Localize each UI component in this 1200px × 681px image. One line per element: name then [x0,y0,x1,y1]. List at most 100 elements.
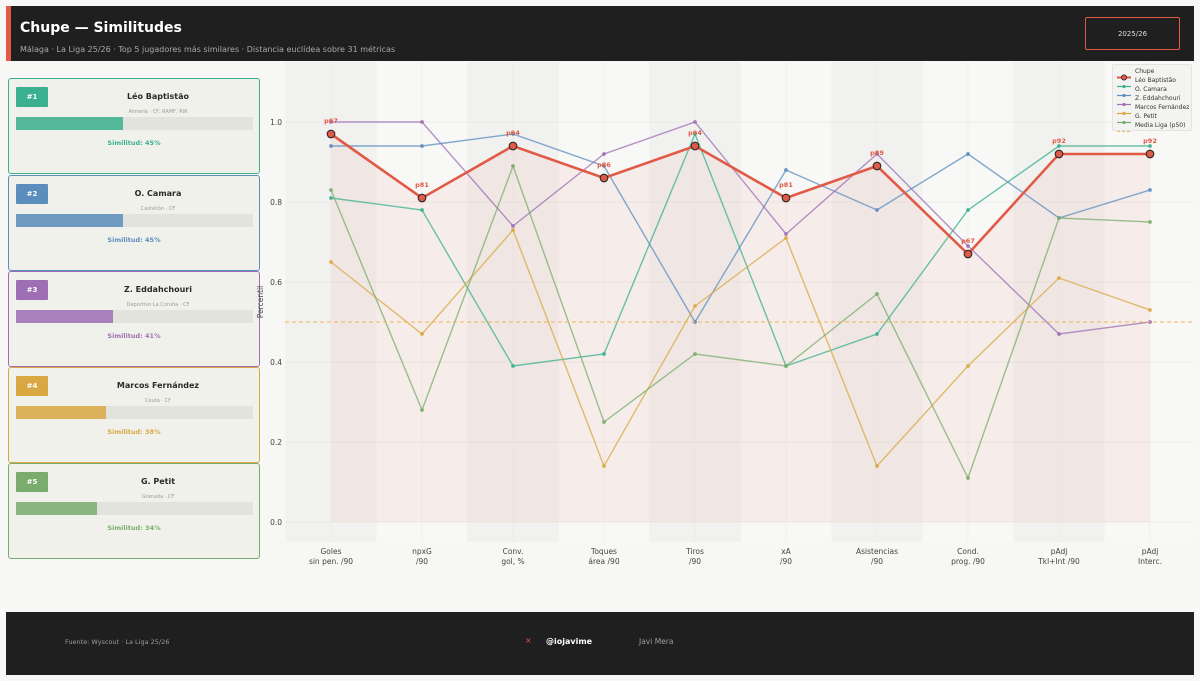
series-point [1148,220,1152,224]
player-card[interactable]: #5 G. Petit Granada · CF Similitud: 34% [8,463,260,559]
data-label: p67 [961,237,975,245]
x-tick-label: Conv. [503,547,524,556]
series-point [693,304,697,308]
x-tick-label: sin pen. /90 [309,557,353,566]
main-series-line [330,132,1150,256]
legend-item: Léo Baptistão [1116,76,1176,89]
x-tick-label: pAdj [1051,547,1068,556]
x-tick-label: Tkl+Int /90 [1037,557,1080,566]
player-card[interactable]: #1 Léo Baptistão Almería · CF, RAMF, RW … [8,78,260,174]
similarity-label: Similitud: 34% [107,524,161,532]
main-series-point [690,141,700,151]
player-meta: Deportivo La Coruña · CF [126,302,190,308]
player-name: O. Camara [134,189,182,198]
similarity-bar [16,310,253,323]
data-label: p94 [506,129,520,137]
legend-label: Chupe [1135,68,1155,75]
x-tick-label: /90 [689,557,701,566]
main-series-point [872,161,882,171]
main-series-point [781,193,791,203]
legend-label: Media Liga (p50) [1135,122,1186,129]
legend-item: O. Camara [1116,85,1167,98]
series-point [875,208,879,212]
series-point [511,132,515,136]
rank-badge: #3 [16,280,48,300]
x-tick-label: Goles [320,547,341,556]
main-series-point [1145,149,1155,159]
main-series-point [599,173,609,183]
rank-badge: #5 [16,472,48,492]
series-point [966,244,970,248]
series-point [875,292,879,296]
player-card[interactable]: #4 Marcos Fernández Ceuta · CF Similitud… [8,367,260,463]
series-point [420,120,424,124]
x-tick-label: Tiros [685,547,704,556]
page-title: Chupe — Similitudes [20,20,182,36]
x-tick-label: Asistencias [856,547,898,556]
series-point [511,364,515,368]
y-tick-label: 0.4 [270,358,282,367]
player-name: Z. Eddahchouri [124,285,192,294]
y-tick-label: 0.8 [270,198,282,207]
data-label: p89 [870,149,884,157]
series-point [420,332,424,336]
similarity-bar-fill [16,214,123,227]
y-tick-label: 0.6 [270,278,282,287]
series-point [511,224,515,228]
x-tick-label: gol, % [501,557,524,566]
player-meta: Castellón · CF [140,206,176,212]
player-card[interactable]: #3 Z. Eddahchouri Deportivo La Coruña · … [8,271,260,367]
similarity-bar [16,117,253,130]
author-name: Javi Mera [639,637,674,646]
x-tick-label: xA [781,547,791,556]
header-bar: Chupe — Similitudes Málaga · La Liga 25/… [6,6,1194,61]
series-point [966,208,970,212]
legend-label: G. Petit [1135,113,1157,120]
x-logo-icon: × [525,636,532,645]
player-name: G. Petit [140,477,176,486]
x-tick-label: npxG [412,547,432,556]
legend-label: Marcos Fernández [1135,104,1190,111]
data-label: p81 [779,181,793,189]
x-tick-label: área /90 [588,557,619,566]
main-series-point [508,141,518,151]
legend-item: Chupe [1116,67,1155,81]
series-point [1148,144,1152,148]
similarity-bar-fill [16,502,97,515]
series-point [329,260,333,264]
legend-item: Marcos Fernández [1116,103,1190,116]
y-tick-label: 1.0 [270,118,282,127]
x-tick-label: /90 [416,557,428,566]
series-point [784,364,788,368]
series-point [1148,308,1152,312]
similarity-label: Similitud: 45% [107,139,161,147]
rank-badge: #4 [16,376,48,396]
social-handle[interactable]: @iojavime [546,637,593,646]
series-point [1057,332,1061,336]
main-series-point [417,193,427,203]
x-tick-label: prog. /90 [951,557,985,566]
series-point [329,120,333,124]
series-point [329,196,333,200]
footer-bar: Fuente: Wyscout · La Liga 25/26 × @iojav… [6,612,1194,675]
series-point [511,164,515,168]
series-point [602,420,606,424]
series-point [693,352,697,356]
legend-label: Z. Eddahchouri [1135,95,1181,102]
player-meta: Almería · CF, RAMF, RW [128,109,188,115]
player-card[interactable]: #2 O. Camara Castellón · CF Similitud: 4… [8,175,260,271]
series-point [1148,188,1152,192]
x-tick-label: /90 [780,557,792,566]
series-point [784,232,788,236]
season-button[interactable]: 2025/26 [1085,17,1180,50]
chart-svg: p97 p81 p94 p86 p94 p81 p89 p67 p92 p92 0.0 0.2 0.4 0… [256,62,1196,566]
series-point [1057,216,1061,220]
page-subtitle: Málaga · La Liga 25/26 · Top 5 jugadores… [20,45,396,54]
similarity-label: Similitud: 38% [107,428,161,436]
player-meta: Granada · CF [141,494,175,500]
data-label: p86 [597,161,611,169]
similarity-bar-fill [16,406,107,419]
legend-label: O. Camara [1135,86,1167,93]
series-point [420,208,424,212]
similarity-bar-fill [16,117,123,130]
